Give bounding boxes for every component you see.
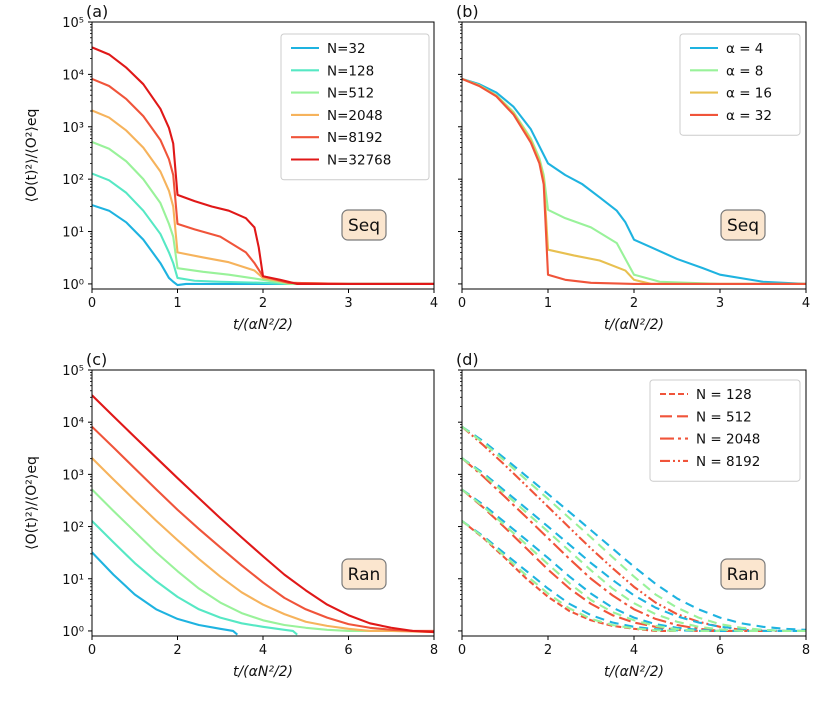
x-tick-label: 1 [173, 296, 181, 311]
series-group [92, 395, 434, 634]
y-tick-label: 10³ [62, 121, 84, 136]
legend-label: N=32768 [327, 153, 391, 169]
x-tick-label: 8 [430, 643, 438, 658]
badge-label: Ran [727, 565, 760, 585]
panel-label: (b) [456, 2, 479, 21]
panel-label: (a) [86, 2, 108, 21]
badge-label: Seq [727, 216, 759, 236]
x-tick-label: 4 [630, 643, 638, 658]
y-tick-label: 10⁵ [62, 364, 84, 379]
legend: N = 128 N = 512 N = 2048 N = 8192 [650, 380, 800, 481]
panel-label: (c) [86, 350, 107, 369]
y-tick-label: 10⁰ [62, 278, 84, 293]
panel-4: (d) 0 2 4 6 8 t/(αN²/2) Ran N = 128 N = 512 N = 20… [456, 350, 810, 680]
series-line-6 [92, 395, 434, 632]
y-tick-label: 10⁴ [62, 416, 84, 431]
x-tick-label: 3 [716, 296, 724, 311]
legend-label: N = 2048 [696, 432, 760, 448]
figure: (a) 0 1 2 3 4 10⁰ 10¹ 10² 10³ 10⁴ 10⁵ t/(αN²/2) ⟨O(t)… [0, 0, 830, 712]
x-axis-label: t/(αN²/2) [233, 317, 293, 333]
plot-frame [92, 370, 434, 636]
y-tick-label: 10⁰ [62, 625, 84, 640]
panel-1: (a) 0 1 2 3 4 10⁰ 10¹ 10² 10³ 10⁴ 10⁵ t/(αN²/2) ⟨O(t)… [24, 2, 438, 333]
x-tick-label: 4 [430, 296, 438, 311]
x-axis-label: t/(αN²/2) [604, 317, 664, 333]
x-tick-label: 2 [259, 296, 267, 311]
badge-label: Seq [348, 216, 380, 236]
x-tick-label: 0 [458, 296, 466, 311]
legend-label: N = 128 [696, 387, 752, 403]
x-tick-label: 1 [544, 296, 552, 311]
x-tick-label: 0 [458, 643, 466, 658]
series-line-2 [92, 521, 297, 635]
legend-label: N = 512 [696, 409, 752, 425]
x-tick-label: 6 [716, 643, 724, 658]
series-line-9 [462, 458, 806, 631]
y-tick-label: 10¹ [62, 226, 84, 241]
y-axis-label: ⟨O(t)²⟩/⟨O²⟩eq [24, 109, 40, 203]
x-tick-label: 2 [630, 296, 638, 311]
y-tick-label: 10² [62, 521, 84, 536]
x-tick-label: 0 [88, 643, 96, 658]
legend-label: N=2048 [327, 108, 383, 124]
legend-label: N=512 [327, 86, 374, 102]
legend-label: α = 16 [726, 86, 772, 102]
y-tick-label: 10² [62, 173, 84, 188]
x-axis-label: t/(αN²/2) [233, 664, 293, 680]
x-tick-label: 2 [544, 643, 552, 658]
series-line-10 [462, 458, 763, 631]
series-line-3 [462, 458, 763, 631]
y-tick-label: 10⁴ [62, 68, 84, 83]
x-tick-label: 0 [88, 296, 96, 311]
series-line-1 [92, 552, 237, 634]
legend-label: N=32 [327, 41, 366, 57]
y-tick-label: 10³ [62, 468, 84, 483]
legend-label: N=128 [327, 63, 374, 79]
x-axis-label: t/(αN²/2) [604, 664, 664, 680]
x-tick-label: 4 [259, 643, 267, 658]
legend-label: N=8192 [327, 130, 383, 146]
x-tick-label: 2 [173, 643, 181, 658]
panel-label: (d) [456, 350, 479, 369]
x-tick-label: 3 [344, 296, 352, 311]
y-axis-label: ⟨O(t)²⟩/⟨O²⟩eq [24, 456, 40, 550]
y-tick-label: 10⁵ [62, 16, 84, 31]
panel-3: (c) 0 2 4 6 8 10⁰ 10¹ 10² 10³ 10⁴ 10⁵ t/(αN²/2) ⟨O(t)… [24, 350, 438, 680]
legend: N=32 N=128 N=512 N=2048 N=8192 N=32768 [281, 34, 429, 180]
badge-label: Ran [348, 565, 381, 585]
x-tick-label: 8 [802, 643, 810, 658]
legend: α = 4 α = 8 α = 16 α = 32 [680, 34, 800, 135]
y-tick-label: 10¹ [62, 573, 84, 588]
x-tick-label: 6 [344, 643, 352, 658]
legend-label: α = 4 [726, 41, 763, 57]
legend-label: α = 8 [726, 63, 763, 79]
series-line-4 [92, 458, 434, 632]
legend-label: N = 8192 [696, 454, 760, 470]
x-tick-label: 4 [802, 296, 810, 311]
legend-label: α = 32 [726, 108, 772, 124]
